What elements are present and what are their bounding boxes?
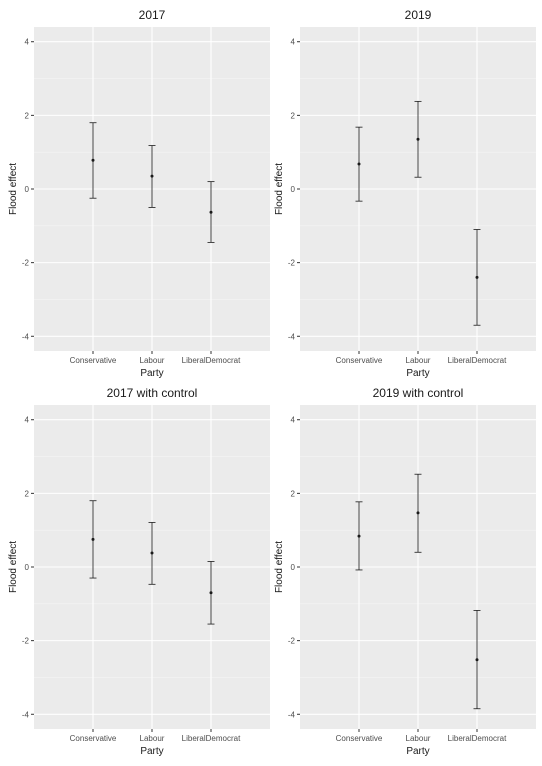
errorbar-conservative xyxy=(89,122,97,199)
y-tick-label: 0 xyxy=(291,563,296,572)
y-tick-label: 0 xyxy=(25,563,30,572)
errorbar-labour xyxy=(148,522,156,585)
y-tick-label: 4 xyxy=(25,416,30,425)
y-axis-title: Flood effect xyxy=(8,541,19,593)
y-tick-label: 4 xyxy=(291,416,296,425)
point-estimate xyxy=(150,551,154,555)
chart-panel-3: -4 -2 0 2 4 Conservative Labour LiberalDemocrat… xyxy=(8,386,270,757)
x-axis-title: Party xyxy=(406,368,429,379)
y-tick-label: 4 xyxy=(291,38,296,47)
x-tick-label: LiberalDemocrat xyxy=(182,734,241,743)
y-tick-label: -2 xyxy=(22,259,30,268)
y-tick-label: 4 xyxy=(25,38,30,47)
chart-panel-1: -4 -2 0 2 4 Conservative Labour LiberalDemocrat… xyxy=(8,8,270,379)
y-tick-label: -4 xyxy=(22,332,30,341)
y-tick-label: -4 xyxy=(22,710,30,719)
panel-title: 2019 xyxy=(405,8,432,22)
x-tick-label: Labour xyxy=(140,734,165,743)
errorbar-labour xyxy=(414,473,422,553)
x-tick-label: Conservative xyxy=(336,356,383,365)
x-tick-label: Labour xyxy=(406,356,431,365)
y-tick-label: 0 xyxy=(291,185,296,194)
point-estimate xyxy=(91,537,95,541)
y-tick-label: 0 xyxy=(25,185,30,194)
panel-title: 2017 xyxy=(139,8,166,22)
y-axis-title: Flood effect xyxy=(274,163,285,215)
point-estimate xyxy=(209,210,213,214)
x-axis-title: Party xyxy=(406,746,429,757)
y-tick-label: -2 xyxy=(288,259,296,268)
x-tick-label: LiberalDemocrat xyxy=(448,356,507,365)
point-estimate xyxy=(209,591,213,595)
x-tick-label: Conservative xyxy=(70,734,117,743)
errorbar-liberaldemocrat xyxy=(207,561,215,625)
x-tick-label: Labour xyxy=(406,734,431,743)
chart-panel-4: -4 -2 0 2 4 Conservative Labour LiberalDemocrat… xyxy=(274,386,536,757)
x-tick-label: LiberalDemocrat xyxy=(182,356,241,365)
errorbar-conservative xyxy=(355,126,363,202)
y-tick-label: -2 xyxy=(288,637,296,646)
y-tick-label: -4 xyxy=(288,710,296,719)
x-tick-label: Conservative xyxy=(336,734,383,743)
y-tick-label: 2 xyxy=(25,489,30,498)
chart-panel-2: -4 -2 0 2 4 Conservative Labour LiberalDemocrat… xyxy=(274,8,536,379)
y-tick-label: 2 xyxy=(291,489,296,498)
point-estimate xyxy=(357,162,361,166)
point-estimate xyxy=(416,137,420,141)
errorbar-labour xyxy=(148,145,156,208)
y-tick-label: 2 xyxy=(25,111,30,120)
x-tick-label: LiberalDemocrat xyxy=(448,734,507,743)
x-axis-title: Party xyxy=(140,368,163,379)
errorbar-liberaldemocrat xyxy=(207,181,215,243)
x-tick-label: Conservative xyxy=(70,356,117,365)
y-tick-label: -4 xyxy=(288,332,296,341)
point-estimate xyxy=(357,534,361,538)
errorbar-conservative xyxy=(89,500,97,579)
point-estimate xyxy=(416,511,420,515)
y-tick-label: -2 xyxy=(22,637,30,646)
x-axis-title: Party xyxy=(140,746,163,757)
errorbar-liberaldemocrat xyxy=(473,229,481,326)
point-estimate xyxy=(150,174,154,178)
point-estimate xyxy=(91,158,95,162)
errorbar-labour xyxy=(414,100,422,178)
point-estimate xyxy=(475,275,479,279)
y-tick-label: 2 xyxy=(291,111,296,120)
y-axis-title: Flood effect xyxy=(274,541,285,593)
panel-title: 2017 with control xyxy=(107,386,198,400)
panel-title: 2019 with control xyxy=(373,386,464,400)
x-tick-label: Labour xyxy=(140,356,165,365)
point-estimate xyxy=(475,658,479,662)
errorbar-liberaldemocrat xyxy=(473,610,481,710)
y-axis-title: Flood effect xyxy=(8,163,19,215)
errorbar-conservative xyxy=(355,501,363,571)
